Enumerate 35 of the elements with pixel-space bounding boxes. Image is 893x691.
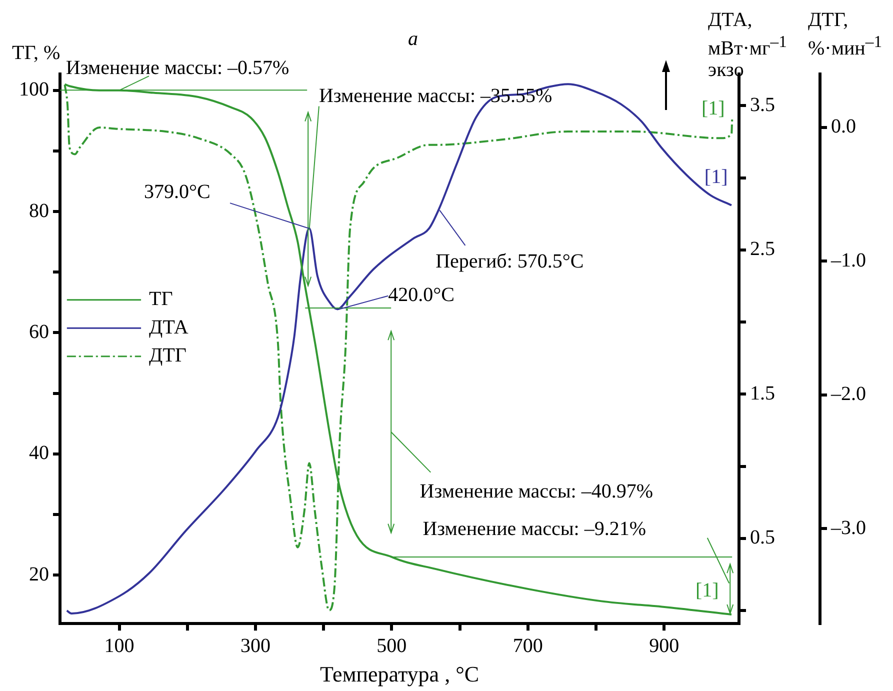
x-tick-label: 900 — [649, 634, 680, 657]
annotation: Изменение массы: –0.57% — [66, 57, 290, 79]
annotation: 379.0°C — [144, 181, 210, 204]
y3-tick-label: 0.0 — [831, 116, 856, 138]
y3-tick-label: –3.0 — [830, 516, 866, 539]
annotation: Перегиб: 570.5°C — [436, 250, 584, 273]
x-tick-label: 100 — [104, 634, 134, 657]
y3-axis-title: ДТГ, %·мин$^{–1}$ — [808, 9, 884, 60]
annotation: Изменение массы: –9.21% — [422, 518, 646, 540]
y-tick-label: 80 — [29, 200, 49, 222]
legend-label: ТГ — [149, 288, 173, 310]
y2-tick-label: 3.5 — [750, 94, 775, 116]
chart-title: а — [408, 28, 418, 50]
y3-tick-label: –1.0 — [830, 249, 866, 272]
annotation: [1] — [701, 97, 725, 120]
y-tick-label: 100 — [19, 78, 49, 101]
annotation: 420.0°C — [388, 284, 454, 306]
x-tick-label: 500 — [376, 634, 407, 657]
y-tick-label: 40 — [29, 442, 49, 464]
y-axis-title: ТГ, % — [12, 42, 60, 64]
x-tick-label: 300 — [240, 634, 270, 657]
legend-label: ДТА — [149, 316, 189, 338]
annotation: Изменение массы: –40.97% — [420, 480, 654, 503]
annotation: [1] — [704, 166, 728, 188]
y2-tick-label: 2.5 — [750, 238, 775, 260]
text: ДТА, мВт·мг$^{–1}$ экзо — [708, 9, 787, 81]
y-tick-label: 20 — [29, 563, 49, 586]
x-axis-title: Температура , °C — [320, 662, 480, 687]
y-tick-label: 60 — [29, 320, 49, 343]
x-tick-label: 700 — [512, 634, 543, 657]
legend-label: ДТГ — [149, 344, 186, 367]
y2-tick-label: 1.5 — [750, 382, 775, 404]
y2-tick-label: 0.5 — [750, 526, 775, 549]
y3-tick-label: –2.0 — [830, 383, 866, 406]
annotation: [1] — [696, 579, 719, 602]
